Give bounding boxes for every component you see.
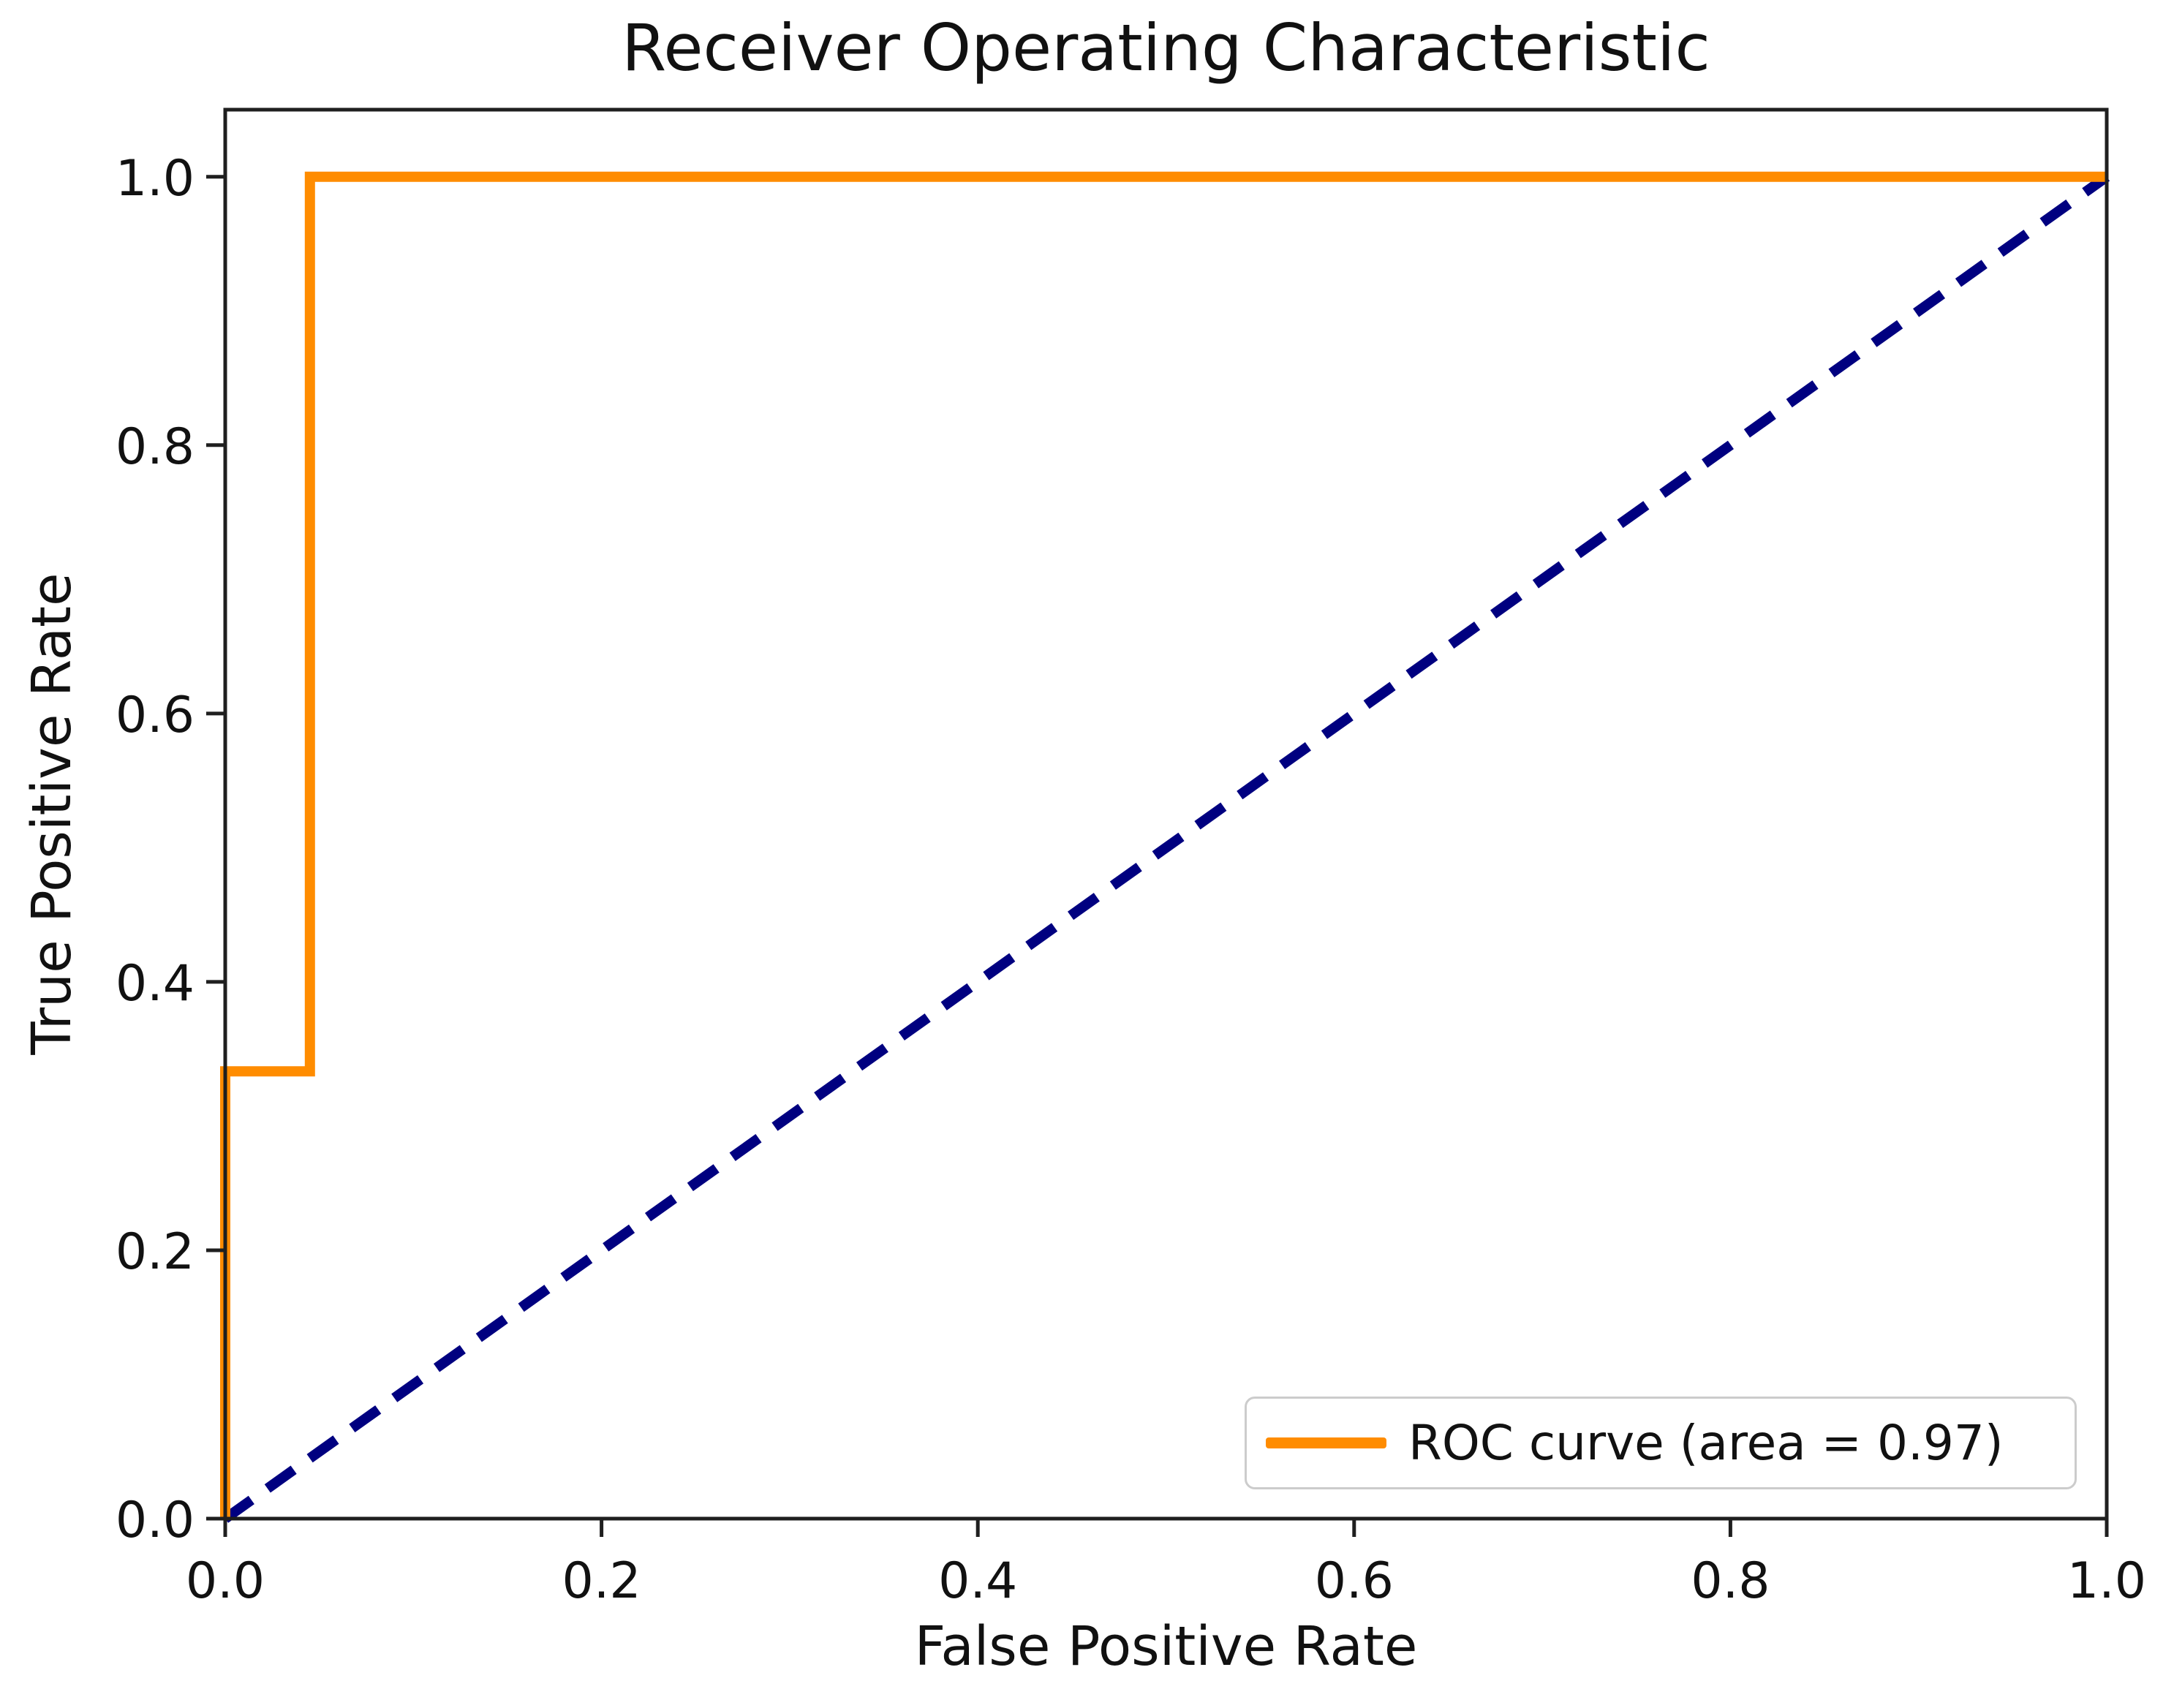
x-tick-label: 0.4 [938, 1552, 1017, 1610]
x-tick-label: 0.6 [1315, 1552, 1394, 1610]
chart-title: Receiver Operating Characteristic [622, 10, 1710, 86]
legend-roc-label: ROC curve (area = 0.97) [1408, 1415, 2004, 1471]
x-axis-label: False Positive Rate [914, 1615, 1418, 1678]
y-tick-label: 1.0 [116, 150, 195, 208]
y-tick-label: 0.4 [116, 955, 195, 1013]
y-axis-label: True Positive Rate [20, 573, 84, 1055]
legend: ROC curve (area = 0.97) [1245, 1397, 2077, 1489]
y-tick-label: 0.2 [116, 1223, 195, 1281]
x-tick-label: 1.0 [2067, 1552, 2146, 1610]
y-tick-label: 0.8 [116, 418, 195, 476]
x-tick-label: 0.2 [562, 1552, 641, 1610]
y-tick-label: 0.6 [116, 687, 195, 744]
legend-roc-swatch [1266, 1437, 1386, 1448]
x-tick-label: 0.8 [1691, 1552, 1770, 1610]
x-tick-label: 0.0 [186, 1552, 265, 1610]
y-tick-label: 0.0 [116, 1492, 195, 1549]
diagonal-reference-line [222, 173, 2110, 1523]
axes-spines [223, 107, 2109, 1521]
